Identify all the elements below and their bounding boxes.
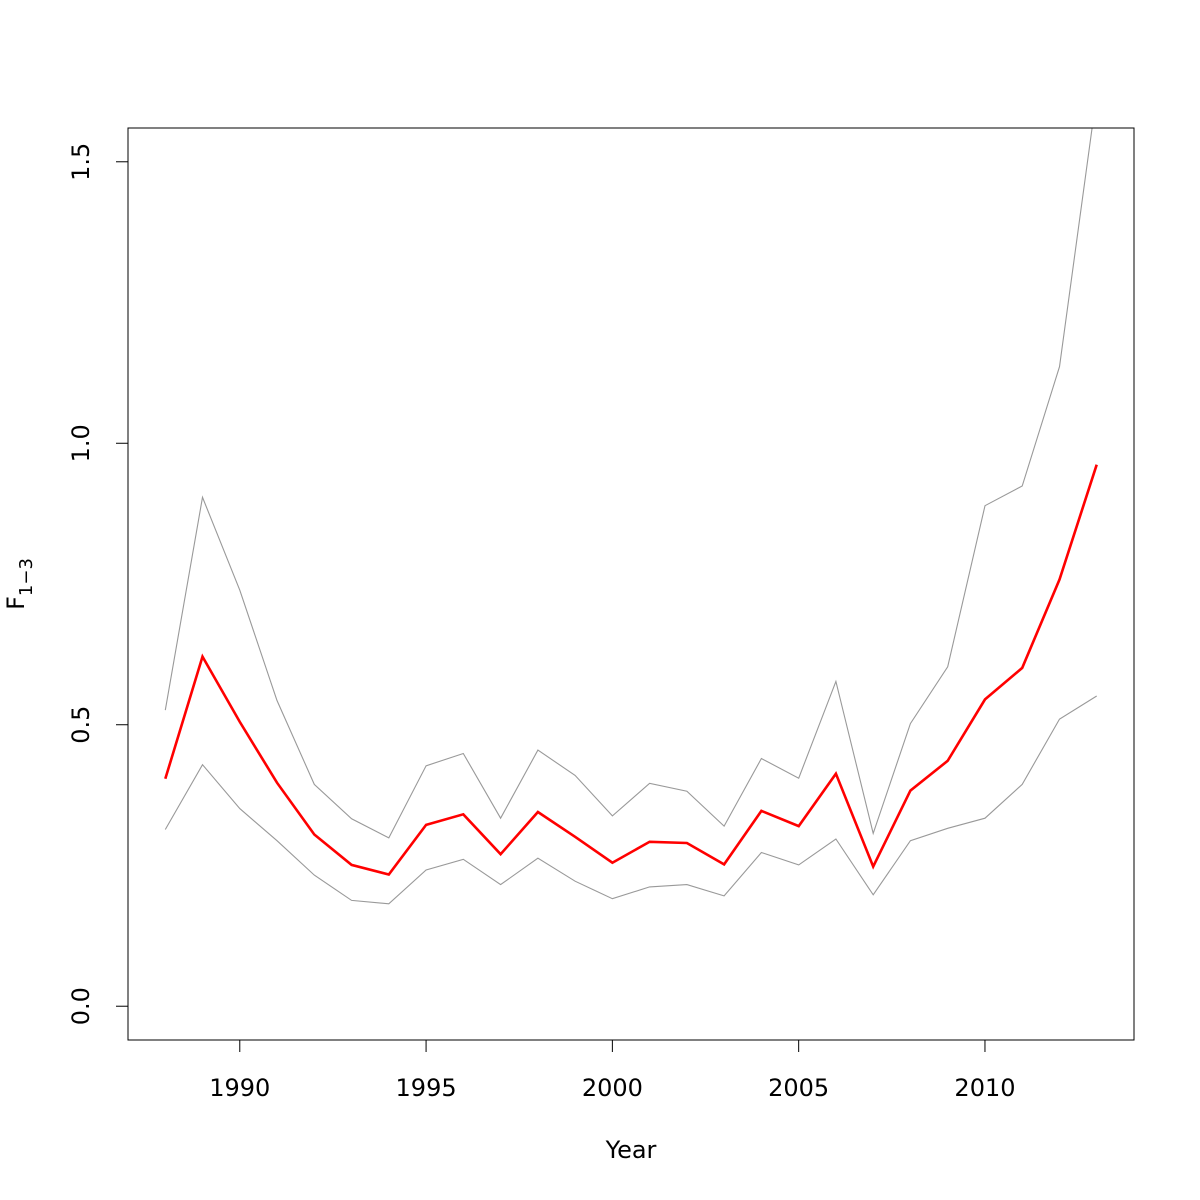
x-axis: 1990 1995 2000 2005 2010 — [209, 1039, 1016, 1102]
y-axis-title-main: F — [2, 596, 30, 610]
y-tick-label: 1.0 — [67, 424, 95, 462]
x-tick-label: 2010 — [954, 1074, 1015, 1102]
y-tick-label: 0.5 — [67, 706, 95, 744]
y-axis-title-subscript: 1−3 — [16, 558, 37, 596]
x-tick-label: 2005 — [768, 1074, 829, 1102]
x-tick-label: 1990 — [209, 1074, 270, 1102]
x-tick-label: 2000 — [582, 1074, 643, 1102]
series-line-upper — [164, 128, 1093, 839]
plot-frame — [127, 127, 1135, 1041]
x-axis-title: Year — [605, 1136, 657, 1164]
plot-area — [164, 128, 1098, 905]
x-tick-label: 1995 — [396, 1074, 457, 1102]
series-line-estimate — [164, 464, 1098, 876]
y-tick-label: 0.0 — [67, 987, 95, 1025]
y-tick-label: 1.5 — [67, 143, 95, 181]
y-axis: 0.0 0.5 1.0 1.5 — [67, 143, 129, 1025]
series-line-lower — [164, 695, 1097, 905]
y-axis-title: F1−3 — [2, 558, 37, 610]
